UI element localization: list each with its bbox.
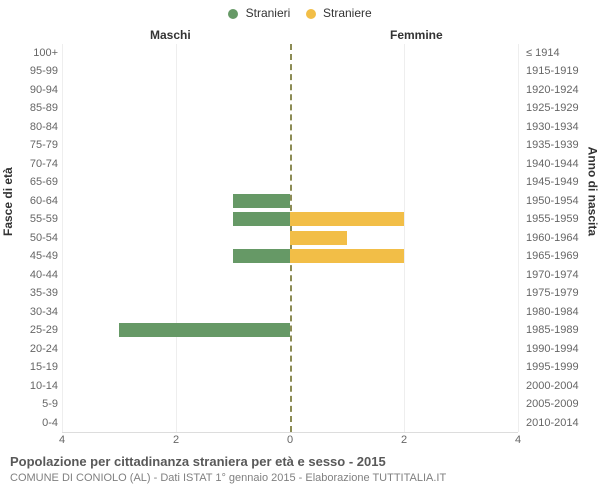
bar-male (233, 249, 290, 263)
ylabel-birth: ≤ 1914 (526, 44, 596, 62)
age-row (62, 358, 518, 376)
age-row (62, 414, 518, 432)
grid-line (518, 44, 519, 432)
ylabel-birth: 1995-1999 (526, 358, 596, 376)
ylabel-age: 5-9 (0, 395, 58, 413)
legend-label-female: Straniere (323, 6, 372, 20)
ylabel-age: 40-44 (0, 266, 58, 284)
chart-subtitle: COMUNE DI CONIOLO (AL) - Dati ISTAT 1° g… (10, 472, 446, 484)
bar-male (233, 194, 290, 208)
ylabel-age: 55-59 (0, 210, 58, 228)
population-pyramid-chart: Fasce di età Anno di nascita Stranieri S… (0, 0, 600, 500)
ylabel-birth: 1990-1994 (526, 340, 596, 358)
ylabel-age: 45-49 (0, 247, 58, 265)
age-row (62, 210, 518, 228)
legend-label-male: Stranieri (246, 6, 291, 20)
ylabel-birth: 1915-1919 (526, 62, 596, 80)
bar-male (233, 212, 290, 226)
ylabel-birth: 1940-1944 (526, 155, 596, 173)
age-row (62, 229, 518, 247)
x-tick-label: 4 (59, 434, 65, 446)
gender-label-male: Maschi (150, 28, 191, 42)
age-row (62, 395, 518, 413)
ylabel-birth: 1920-1924 (526, 81, 596, 99)
age-row (62, 136, 518, 154)
ylabel-age: 60-64 (0, 192, 58, 210)
chart-title: Popolazione per cittadinanza straniera p… (10, 454, 386, 469)
ylabel-age: 30-34 (0, 303, 58, 321)
ylabel-birth: 1980-1984 (526, 303, 596, 321)
ylabel-age: 95-99 (0, 62, 58, 80)
ylabel-age: 75-79 (0, 136, 58, 154)
ylabel-birth: 1965-1969 (526, 247, 596, 265)
legend-swatch-male (228, 9, 238, 19)
age-row (62, 155, 518, 173)
ylabel-age: 90-94 (0, 81, 58, 99)
ylabel-birth: 1950-1954 (526, 192, 596, 210)
age-row (62, 99, 518, 117)
ylabel-age: 85-89 (0, 99, 58, 117)
age-row (62, 321, 518, 339)
ylabel-birth: 2005-2009 (526, 395, 596, 413)
x-tick-label: 2 (173, 434, 179, 446)
legend-item-male: Stranieri (228, 6, 290, 20)
age-row (62, 62, 518, 80)
age-row (62, 44, 518, 62)
age-row (62, 284, 518, 302)
ylabel-age: 25-29 (0, 321, 58, 339)
ylabel-age: 50-54 (0, 229, 58, 247)
ylabel-age: 10-14 (0, 377, 58, 395)
ylabel-birth: 1945-1949 (526, 173, 596, 191)
ylabel-age: 0-4 (0, 414, 58, 432)
x-tick-label: 2 (401, 434, 407, 446)
age-row (62, 377, 518, 395)
age-row (62, 173, 518, 191)
legend-swatch-female (306, 9, 316, 19)
ylabel-birth: 1985-1989 (526, 321, 596, 339)
bar-female (290, 231, 347, 245)
ylabel-birth: 1935-1939 (526, 136, 596, 154)
ylabel-birth: 2000-2004 (526, 377, 596, 395)
bar-male (119, 323, 290, 337)
ylabel-birth: 1960-1964 (526, 229, 596, 247)
ylabel-birth: 1930-1934 (526, 118, 596, 136)
ylabel-birth: 1975-1979 (526, 284, 596, 302)
ylabel-birth: 1970-1974 (526, 266, 596, 284)
bar-female (290, 249, 404, 263)
ylabel-age: 100+ (0, 44, 58, 62)
age-row (62, 192, 518, 210)
ylabel-age: 65-69 (0, 173, 58, 191)
ylabel-age: 35-39 (0, 284, 58, 302)
age-row (62, 81, 518, 99)
gender-label-female: Femmine (390, 28, 443, 42)
age-row (62, 266, 518, 284)
age-row (62, 247, 518, 265)
ylabel-age: 20-24 (0, 340, 58, 358)
ylabel-birth: 1925-1929 (526, 99, 596, 117)
x-tick-label: 0 (287, 434, 293, 446)
bar-female (290, 212, 404, 226)
ylabel-age: 15-19 (0, 358, 58, 376)
age-row (62, 340, 518, 358)
ylabel-age: 80-84 (0, 118, 58, 136)
legend-item-female: Straniere (306, 6, 372, 20)
plot-area (62, 44, 518, 433)
x-tick-label: 4 (515, 434, 521, 446)
age-row (62, 118, 518, 136)
ylabel-birth: 2010-2014 (526, 414, 596, 432)
ylabel-age: 70-74 (0, 155, 58, 173)
ylabel-birth: 1955-1959 (526, 210, 596, 228)
legend: Stranieri Straniere (0, 6, 600, 20)
age-row (62, 303, 518, 321)
